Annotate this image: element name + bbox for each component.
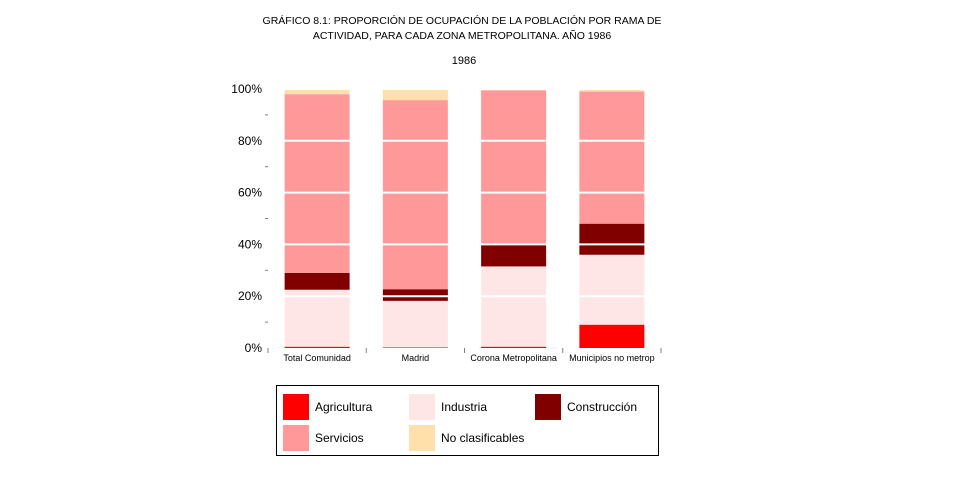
bar-segment-0-0 xyxy=(284,346,350,348)
bar-segment-2-1 xyxy=(382,289,448,301)
bar-segment-2-0 xyxy=(284,272,350,290)
y-tick-label-1: 20% xyxy=(238,289,262,303)
legend-label-construccion: Construcción xyxy=(567,400,638,414)
chart-legend: Agricultura Industria Construcción Servi… xyxy=(276,385,659,456)
chart-subtitle: 1986 xyxy=(451,55,477,67)
bar-segment-1-3 xyxy=(579,254,645,325)
legend-label-industria: Industria xyxy=(441,400,488,414)
legend-swatch-industria xyxy=(409,394,435,420)
legend-swatch-construccion xyxy=(535,394,561,420)
y-tick-label-3: 60% xyxy=(238,186,262,200)
legend-item-industria: Industria xyxy=(409,394,487,420)
x-category-label-2: Corona Metropolitana xyxy=(470,353,557,363)
legend-swatch-servicios xyxy=(283,425,309,451)
bar-segment-4-3 xyxy=(579,89,645,92)
bar-segment-1-2 xyxy=(481,266,547,347)
bar-segment-0-3 xyxy=(579,324,645,348)
bar-segment-1-1 xyxy=(382,300,448,348)
bar-segment-2-3 xyxy=(579,223,645,255)
x-category-label-0: Total Comunidad xyxy=(283,353,351,363)
bar-segment-4-0 xyxy=(284,89,350,95)
y-tick-label-0: 0% xyxy=(245,341,263,355)
y-tick-label-4: 80% xyxy=(238,134,262,148)
bar-segment-3-0 xyxy=(284,94,350,273)
bar-segment-3-3 xyxy=(579,91,645,224)
bar-segment-1-0 xyxy=(284,289,350,347)
legend-label-no-clasificables: No clasificables xyxy=(441,431,525,445)
y-tick-label-2: 40% xyxy=(238,237,262,251)
legend-item-agricultura: Agricultura xyxy=(283,394,372,420)
bar-segment-0-1 xyxy=(382,347,448,348)
bar-segment-0-2 xyxy=(481,346,547,348)
chart-title: GRÁFICO 8.1: PROPORCIÓN DE OCUPACIÓN DE … xyxy=(0,14,924,44)
bar-segment-3-1 xyxy=(382,100,448,290)
legend-label-agricultura: Agricultura xyxy=(315,400,373,414)
legend-swatch-agricultura xyxy=(283,394,309,420)
legend-item-construccion: Construcción xyxy=(535,394,637,420)
bar-segment-4-1 xyxy=(382,89,448,101)
bar-segment-3-2 xyxy=(481,90,547,245)
legend-item-no-clasificables: No clasificables xyxy=(409,425,524,451)
x-category-label-1: Madrid xyxy=(402,353,430,363)
x-category-label-3: Municipios no metrop xyxy=(569,353,655,363)
chart-title-line-1: GRÁFICO 8.1: PROPORCIÓN DE OCUPACIÓN DE … xyxy=(262,15,662,27)
chart-title-line-2: ACTIVIDAD, PARA CADA ZONA METROPOLITANA.… xyxy=(312,30,612,42)
legend-swatch-no-clasificables xyxy=(409,425,435,451)
y-tick-label-5: 100% xyxy=(231,82,262,96)
bar-segment-2-2 xyxy=(481,244,547,267)
legend-label-servicios: Servicios xyxy=(315,431,364,445)
legend-item-servicios: Servicios xyxy=(283,425,364,451)
